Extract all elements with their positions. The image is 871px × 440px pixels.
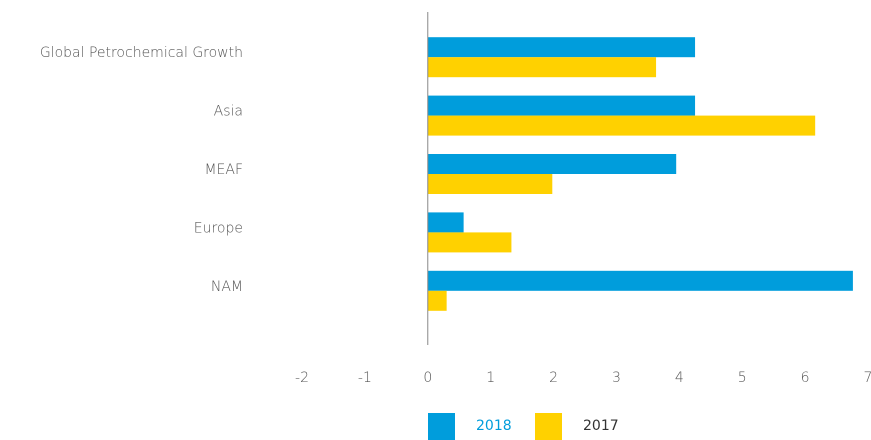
y-tick-label: MEAF: [204, 162, 243, 178]
x-tick-label: 6: [801, 370, 810, 386]
x-tick-label: 1: [486, 370, 495, 386]
bar: [427, 232, 512, 253]
legend-label: 2018: [476, 418, 512, 434]
y-tick-label: Europe: [194, 220, 243, 236]
x-tick-label: 4: [675, 370, 684, 386]
y-tick-label: NAM: [211, 279, 243, 295]
x-tick-label: 3: [612, 370, 621, 386]
bar: [427, 57, 657, 78]
x-tick-label: -1: [358, 370, 372, 386]
bar: [427, 212, 464, 233]
y-tick-label: Asia: [214, 104, 243, 120]
bar: [427, 270, 853, 291]
bar: [427, 37, 696, 58]
x-tick-label: -2: [295, 370, 309, 386]
bar: [427, 115, 816, 136]
x-tick-label: 0: [423, 370, 432, 386]
legend-swatch: [428, 413, 455, 440]
legend-label: 2017: [583, 418, 619, 434]
y-tick-label: Global Petrochemical Growth: [40, 45, 243, 61]
x-tick-label: 7: [864, 370, 871, 386]
legend-swatch: [535, 413, 562, 440]
x-tick-label: 2: [549, 370, 558, 386]
bar: [427, 154, 677, 174]
x-tick-label: 5: [738, 370, 747, 386]
bar: [427, 174, 553, 194]
bar: [427, 290, 447, 311]
bar: [427, 95, 696, 116]
